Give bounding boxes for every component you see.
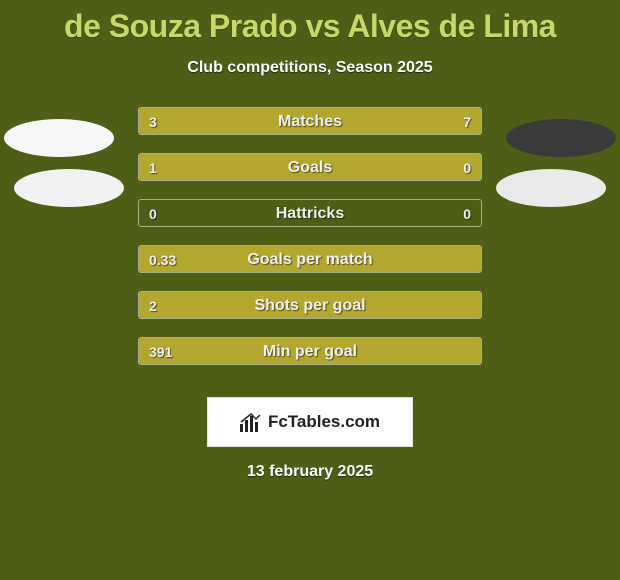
stat-value-right: 7 <box>463 108 471 135</box>
subtitle: Club competitions, Season 2025 <box>0 59 620 77</box>
stat-label: Shots per goal <box>139 292 481 319</box>
player-left-club-avatar <box>14 169 124 207</box>
player-left-avatar <box>4 119 114 157</box>
stat-bars: 3Matches71Goals00Hattricks00.33Goals per… <box>138 107 482 383</box>
brand-badge: FcTables.com <box>207 397 413 447</box>
stat-label: Goals per match <box>139 246 481 273</box>
player-right-club-avatar <box>496 169 606 207</box>
brand-text: FcTables.com <box>268 412 380 432</box>
stat-bar: 0Hattricks0 <box>138 199 482 227</box>
stat-label: Min per goal <box>139 338 481 365</box>
brand-logo-icon <box>240 412 262 432</box>
stat-bar: 3Matches7 <box>138 107 482 135</box>
stat-label: Hattricks <box>139 200 481 227</box>
stat-value-right: 0 <box>463 200 471 227</box>
stat-label: Matches <box>139 108 481 135</box>
stat-bar: 1Goals0 <box>138 153 482 181</box>
date-label: 13 february 2025 <box>0 463 620 481</box>
page-title: de Souza Prado vs Alves de Lima <box>0 0 620 45</box>
stat-value-right: 0 <box>463 154 471 181</box>
stat-bar: 0.33Goals per match <box>138 245 482 273</box>
player-right-avatar <box>506 119 616 157</box>
stat-bar: 2Shots per goal <box>138 291 482 319</box>
stat-label: Goals <box>139 154 481 181</box>
stat-bar: 391Min per goal <box>138 337 482 365</box>
